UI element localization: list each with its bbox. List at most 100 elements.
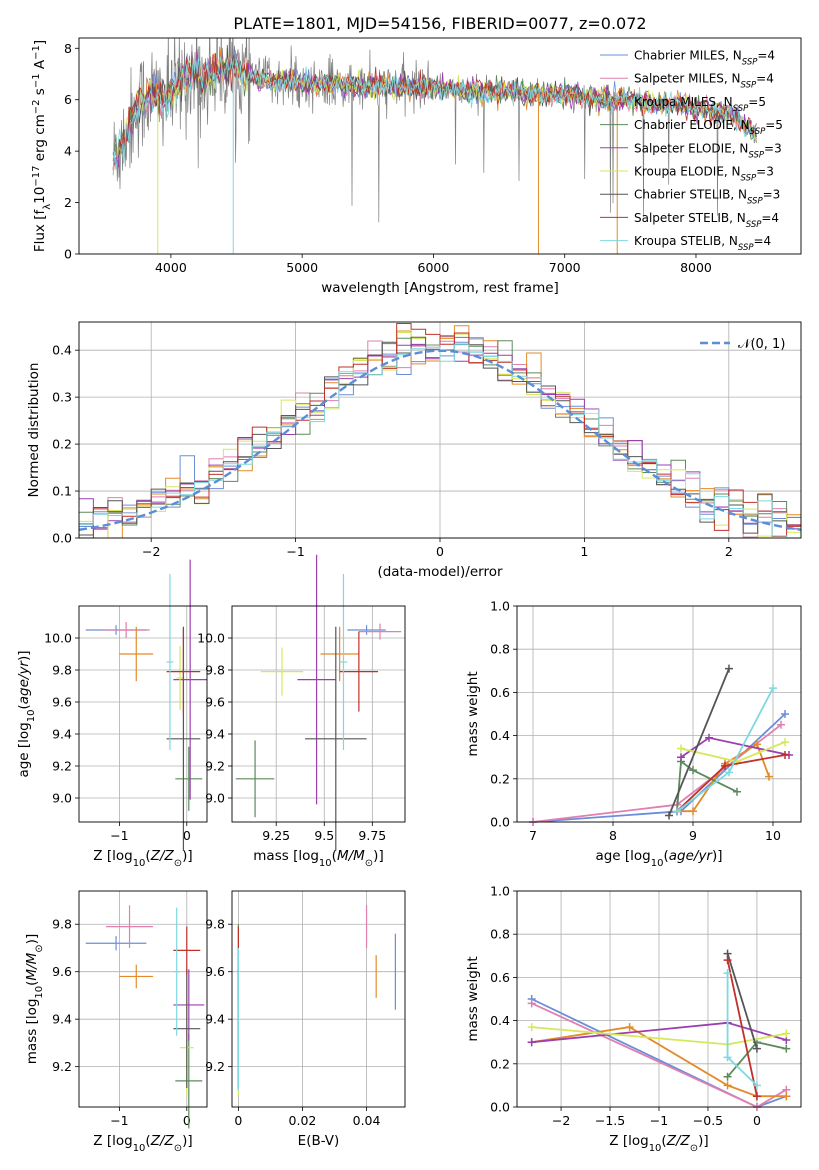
model-spectrum-salpeter-stelib: [112, 53, 757, 162]
y-tick-label: 0.4: [490, 1013, 510, 1028]
series-salpeter-stelib: [723, 956, 761, 1101]
x-axis-label: Z [log10(Z/Z⊙)]: [609, 1133, 708, 1154]
data-point-marker: [752, 1044, 761, 1053]
panel-8: −2 −1.5 −1 −0.5 0 0.0 0.2 0.4 0.6 0.8 1.0 Z [log10(…: [465, 884, 802, 1154]
error-bar-kroupa-elodie: [260, 647, 304, 696]
x-tick-label: −1: [286, 544, 304, 559]
y-tick-label: 9.2: [205, 759, 225, 774]
y-tick-label: 9.4: [205, 1012, 225, 1027]
error-bar-salpeter-stelib: [166, 628, 201, 715]
legend-label: 𝒩(0, 1): [738, 337, 785, 352]
y-tick-label: 9.6: [52, 695, 72, 710]
error-bar-chabrier-elodie: [175, 746, 203, 811]
y-tick-label: 9.8: [52, 663, 72, 678]
y-tick-label: 9.4: [52, 1012, 72, 1027]
data-point-marker: [765, 772, 773, 781]
x-axis-label: mass [log10(M/M⊙)]: [253, 848, 383, 869]
error-bar-kroupa-stelib: [339, 574, 348, 750]
error-bar-kroupa-stelib: [173, 907, 181, 1036]
y-tick-label: 9.4: [52, 727, 72, 742]
y-tick-label: 0.4: [52, 343, 72, 358]
error-bar-kroupa-miles: [320, 626, 359, 682]
y-axis-label: Flux [fλ10−17 erg cm−2 s−1 A−1]: [31, 40, 53, 252]
x-tick-label: 1: [580, 544, 588, 559]
y-tick-label: 10.0: [44, 631, 72, 646]
x-tick-label: 9.25: [262, 828, 290, 843]
series-chabrier-miles: [529, 710, 789, 826]
error-bar-salpeter-elodie: [297, 554, 336, 805]
data-point-marker: [689, 766, 697, 775]
model-spectrum-kroupa-miles: [112, 48, 757, 176]
y-tick-label: 9.4: [205, 727, 225, 742]
error-bar-kroupa-stelib: [166, 574, 174, 750]
y-tick-label: 9.2: [205, 1059, 225, 1074]
error-bar-kroupa-miles: [119, 964, 154, 989]
y-tick-label: 9.2: [52, 1059, 72, 1074]
data-point-marker: [673, 807, 681, 816]
y-tick-label: 0.1: [52, 484, 72, 499]
x-tick-label: 9.75: [358, 828, 386, 843]
y-tick-label: 0.6: [490, 685, 510, 700]
data-point-marker: [723, 969, 732, 978]
data-point-marker: [777, 720, 785, 729]
panel-4: 9.25 9.5 9.75 9.0 9.2 9.4 9.6 9.8 10.0 mass [log1…: [197, 554, 406, 869]
y-tick-label: 0: [64, 247, 72, 262]
x-tick-label: 9.5: [314, 828, 334, 843]
histogram-salpeter-stelib: [79, 323, 801, 538]
axes-frame: [78, 321, 802, 539]
error-bar-chabrier-miles: [347, 625, 386, 635]
axes-frame: [516, 605, 802, 823]
x-tick-label: 7: [529, 828, 537, 843]
data-point-marker: [723, 1081, 732, 1090]
series-line: [726, 953, 758, 1049]
x-tick-label: 0: [436, 544, 444, 559]
y-tick-label: 1.0: [490, 599, 510, 614]
panel-6: −1 0 9.2 9.4 9.6 9.8 Z [log10(Z/Z⊙)] mass [log1…: [24, 890, 208, 1154]
data-point-marker: [689, 807, 697, 816]
y-tick-label: 9.8: [205, 917, 225, 932]
axes-frame: [78, 605, 208, 823]
y-tick-label: 0.8: [490, 927, 510, 942]
y-tick-label: 8: [64, 41, 72, 56]
y-tick-label: 0.8: [490, 642, 510, 657]
data-point-marker: [752, 1092, 761, 1101]
axes-frame: [231, 890, 406, 1108]
y-axis-label: age [log10(age/yr)]: [16, 650, 37, 777]
series-salpeter-miles: [529, 720, 785, 826]
data-point-marker: [781, 738, 789, 747]
data-point-marker: [677, 753, 685, 762]
y-tick-label: 9.8: [205, 663, 225, 678]
error-bar-salpeter-stelib: [173, 926, 201, 975]
data-point-marker: [527, 1038, 536, 1047]
y-tick-label: 0.0: [490, 815, 510, 830]
x-tick-label: 0: [183, 1113, 191, 1128]
x-axis-label: age [log10(age/yr)]: [595, 848, 722, 869]
panel-5: 7 8 9 10 0.0 0.2 0.4 0.6 0.8 1.0 age [log10(age/yr…: [465, 599, 802, 869]
series-line: [726, 959, 758, 1097]
x-tick-label: 5000: [286, 260, 318, 275]
error-bar-salpeter-elodie: [173, 969, 205, 1041]
normal-curve: [78, 349, 802, 531]
x-axis-label: wavelength [Angstrom, rest frame]: [321, 280, 559, 296]
data-point-marker: [723, 1072, 732, 1081]
y-tick-label: 1.0: [490, 884, 510, 899]
series-kroupa-stelib: [673, 684, 777, 816]
x-tick-label: 7000: [549, 260, 581, 275]
model-spectrum-kroupa-stelib: [112, 56, 757, 176]
y-tick-label: 2: [64, 195, 72, 210]
panel-1: 4000 5000 6000 7000 8000 0 2 4 6 8 wavelength [Ang…: [31, 37, 802, 296]
data-point-marker: [677, 744, 685, 753]
data-point-marker: [705, 733, 713, 742]
y-tick-label: 9.0: [205, 791, 225, 806]
series-line: [676, 759, 738, 812]
x-tick-label: 4000: [155, 260, 187, 275]
y-tick-label: 9.0: [52, 791, 72, 806]
x-axis-label: Z [log10(Z/Z⊙)]: [93, 848, 192, 869]
legend-label: Kroupa STELIB, NSSP=4: [634, 234, 771, 253]
data-point-marker: [782, 1044, 791, 1053]
x-tick-label: 8000: [680, 260, 712, 275]
y-axis-label: mass weight: [465, 671, 481, 756]
axes-frame: [516, 890, 802, 1108]
error-bar-chabrier-elodie: [175, 1033, 203, 1129]
legend-label: Chabrier STELIB, NSSP=3: [634, 188, 780, 207]
